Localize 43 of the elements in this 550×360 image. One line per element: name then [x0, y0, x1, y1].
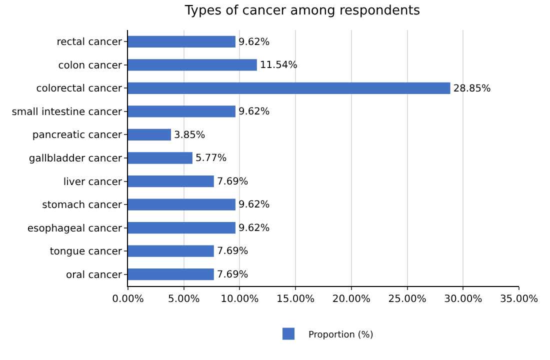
y-tick-label: gallbladder cancer	[28, 154, 123, 164]
bar	[128, 152, 192, 164]
chart-title: Types of cancer among respondents	[184, 4, 420, 18]
x-tick-label: 35.00%	[500, 294, 538, 305]
data-label: 11.54%	[260, 60, 298, 72]
bar	[128, 106, 236, 118]
data-label: 9.62%	[238, 36, 270, 48]
y-tick-label: stomach cancer	[42, 200, 123, 212]
x-tick-label: 5.00%	[168, 294, 200, 305]
y-tick-label: tongue cancer	[50, 246, 123, 258]
data-label: 7.69%	[216, 246, 248, 258]
data-label: 9.62%	[238, 200, 270, 211]
y-tick-label: colorectal cancer	[36, 84, 123, 95]
y-tick-label: small intestine cancer	[12, 106, 123, 118]
bar	[128, 245, 214, 257]
x-tick-label: 30.00%	[444, 294, 482, 305]
x-tick-label: 0.00%	[112, 294, 144, 305]
bar	[128, 82, 450, 94]
bar	[128, 198, 236, 210]
data-label: 9.62%	[238, 106, 270, 118]
data-label: 7.69%	[216, 176, 248, 188]
bar	[128, 175, 214, 188]
y-tick-label: oral cancer	[66, 270, 123, 281]
y-tick-label: esophageal cancer	[27, 223, 123, 234]
bar	[128, 128, 172, 141]
x-tick-label: 15.00%	[276, 294, 315, 305]
bar	[128, 222, 236, 234]
data-label: 7.69%	[216, 269, 248, 280]
bar	[128, 59, 257, 71]
bar	[128, 36, 236, 48]
bar	[128, 268, 214, 280]
data-label: 3.85%	[174, 130, 206, 141]
y-tick-label: colon cancer	[58, 60, 123, 72]
x-tick-label: 10.00%	[220, 294, 259, 305]
data-label: 5.77%	[195, 153, 227, 164]
y-tick-label: rectal cancer	[56, 37, 123, 48]
y-tick-label: liver cancer	[63, 176, 123, 188]
legend-label: Proportion (%)	[308, 330, 374, 340]
data-label: 9.62%	[238, 222, 270, 234]
x-tick-label: 25.00%	[388, 294, 426, 305]
y-tick-label: pancreatic cancer	[32, 130, 123, 142]
data-label: 28.85%	[453, 83, 491, 94]
x-tick-label: 20.00%	[332, 294, 370, 305]
